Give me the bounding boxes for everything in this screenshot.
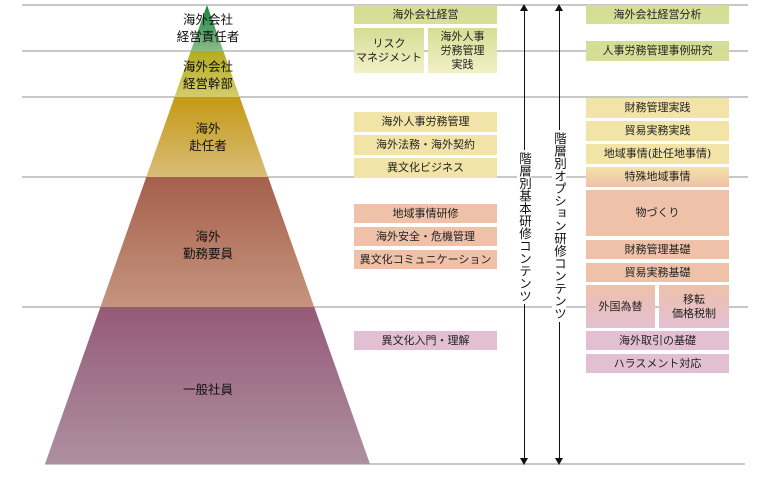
course-box: 異文化入門・理解 bbox=[354, 331, 497, 350]
course-box: 海外法務・海外契約 bbox=[354, 135, 497, 155]
course-box: 移転 価格税制 bbox=[659, 285, 729, 328]
level-divider bbox=[22, 96, 748, 98]
level-label: 海外会社 経営責任者 bbox=[176, 12, 240, 44]
option-contents-label: 階層別オプション研修コンテンツ bbox=[552, 130, 567, 322]
course-box: 物づくり bbox=[586, 190, 729, 236]
course-box: 海外会社経営分析 bbox=[586, 5, 729, 24]
course-box: 財務管理実践 bbox=[586, 98, 729, 118]
course-box: 異文化ビジネス bbox=[354, 158, 497, 178]
level-label: 海外 勤務要員 bbox=[182, 229, 233, 261]
course-box: 財務管理基礎 bbox=[586, 240, 729, 259]
course-box: 地域事情(赴任地事情) bbox=[586, 144, 729, 164]
pyramid-band-general bbox=[45, 307, 370, 464]
course-box: 海外人事 労務管理 実践 bbox=[428, 28, 497, 73]
level-label: 一般社員 bbox=[182, 382, 233, 397]
course-box: 特殊地域事情 bbox=[586, 167, 729, 187]
course-box: 海外取引の基礎 bbox=[586, 331, 729, 350]
arrow-down-icon bbox=[520, 458, 528, 465]
course-box: 外国為替 bbox=[586, 285, 655, 328]
course-box: 海外安全・危機管理 bbox=[354, 227, 497, 246]
course-box: 海外会社経営 bbox=[354, 5, 497, 24]
course-box: リスク マネジメント bbox=[354, 28, 424, 73]
level-divider bbox=[45, 463, 745, 465]
level-label: 海外会社 経営幹部 bbox=[182, 59, 233, 91]
course-box: 貿易実務基礎 bbox=[586, 263, 729, 282]
course-box: 海外人事労務管理 bbox=[354, 112, 497, 132]
level-label: 海外 赴任者 bbox=[189, 121, 227, 153]
level-divider bbox=[22, 306, 748, 308]
arrow-down-icon bbox=[555, 458, 563, 465]
arrow-up-icon bbox=[555, 4, 563, 11]
course-box: ハラスメント対応 bbox=[586, 354, 729, 373]
basic-contents-label: 階層別基本研修コンテンツ bbox=[517, 150, 532, 304]
course-box: 異文化コミュニケーション bbox=[354, 250, 497, 269]
course-box: 地域事情研修 bbox=[354, 204, 497, 223]
arrow-up-icon bbox=[520, 4, 528, 11]
course-box: 人事労務管理事例研究 bbox=[586, 41, 729, 61]
course-box: 貿易実務実践 bbox=[586, 121, 729, 141]
